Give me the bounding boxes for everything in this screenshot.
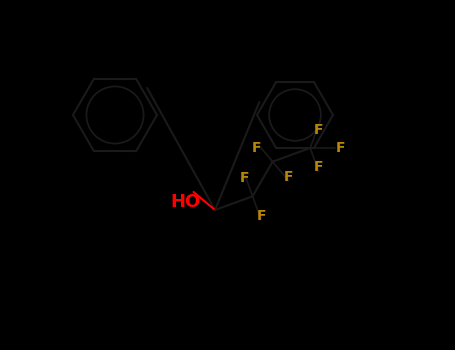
- Text: F: F: [252, 141, 261, 155]
- Text: HO: HO: [171, 193, 201, 211]
- Text: F: F: [239, 171, 249, 185]
- Text: F: F: [335, 141, 345, 155]
- Text: F: F: [284, 170, 293, 184]
- Text: F: F: [314, 161, 324, 175]
- Text: F: F: [256, 209, 266, 223]
- Text: F: F: [314, 122, 324, 136]
